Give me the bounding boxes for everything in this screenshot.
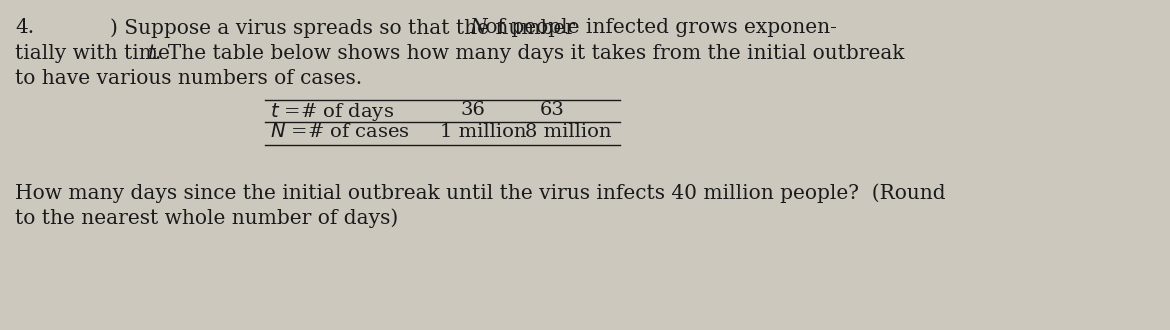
Text: t: t <box>147 44 156 63</box>
Text: 63: 63 <box>541 101 565 119</box>
Text: ) Suppose a virus spreads so that the number: ) Suppose a virus spreads so that the nu… <box>110 18 581 38</box>
Text: N: N <box>469 18 487 37</box>
Text: 1 million: 1 million <box>440 123 526 141</box>
Text: $t$ =# of days: $t$ =# of days <box>270 101 394 123</box>
Text: to have various numbers of cases.: to have various numbers of cases. <box>15 69 363 88</box>
Text: of people infected grows exponen-: of people infected grows exponen- <box>479 18 837 37</box>
Text: How many days since the initial outbreak until the virus infects 40 million peop: How many days since the initial outbreak… <box>15 183 945 203</box>
Text: to the nearest whole number of days): to the nearest whole number of days) <box>15 208 398 228</box>
Text: $N$ =# of cases: $N$ =# of cases <box>270 123 410 141</box>
Text: 4.: 4. <box>15 18 34 37</box>
Text: tially with time: tially with time <box>15 44 177 63</box>
Text: 8 million: 8 million <box>525 123 612 141</box>
Text: . The table below shows how many days it takes from the initial outbreak: . The table below shows how many days it… <box>154 44 904 63</box>
Text: 36: 36 <box>460 101 484 119</box>
